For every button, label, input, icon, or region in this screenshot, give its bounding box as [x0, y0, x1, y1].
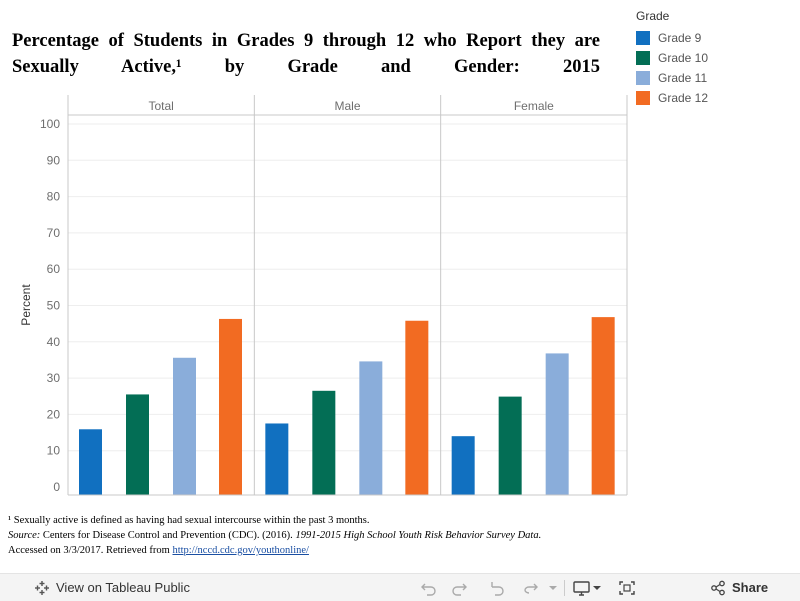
y-tick-label-20: 20: [47, 407, 61, 421]
legend-label-grade-10: Grade 10: [658, 51, 709, 65]
bar-male-grade-10[interactable]: [312, 390, 336, 495]
y-tick-label-100: 100: [40, 117, 60, 131]
panel-header-total: Total: [148, 99, 173, 113]
legend-item-grade-9[interactable]: Grade 9: [636, 28, 708, 48]
view-on-tableau-label: View on Tableau Public: [56, 580, 190, 595]
footnote: ¹ Sexually active is defined as having h…: [8, 515, 370, 526]
legend-item-grade-10[interactable]: Grade 10: [636, 48, 708, 68]
legend-swatch-grade-10: [636, 51, 650, 65]
source-label: Source:: [8, 530, 41, 541]
legend-label-grade-9: Grade 9: [658, 31, 702, 45]
refresh-dropdown-icon[interactable]: [542, 574, 564, 601]
tableau-toolbar: View on Tableau Public: [0, 573, 800, 601]
y-tick-label-50: 50: [47, 299, 61, 313]
bar-male-grade-9[interactable]: [265, 423, 289, 495]
bar-total-grade-9[interactable]: [79, 429, 102, 495]
bar-male-grade-12[interactable]: [405, 320, 429, 495]
accessed-line: Accessed on 3/3/2017. Retrieved from htt…: [8, 543, 608, 558]
y-tick-label-10: 10: [47, 444, 61, 458]
panel-header-male: Male: [334, 99, 360, 113]
source-link[interactable]: http://nccd.cdc.gov/youthonline/: [172, 545, 309, 556]
y-tick-label-40: 40: [47, 335, 61, 349]
legend-label-grade-11: Grade 11: [658, 71, 708, 85]
source-text: Centers for Disease Control and Preventi…: [40, 530, 296, 541]
chart-notes: ¹ Sexually active is defined as having h…: [8, 513, 608, 558]
toolbar-divider: [564, 579, 565, 596]
share-icon: [711, 580, 725, 595]
y-tick-label-80: 80: [47, 190, 61, 204]
y-tick-label-0: 0: [53, 480, 60, 494]
chart-title: Percentage of Students in Grades 9 throu…: [12, 31, 600, 77]
bar-female-grade-11[interactable]: [545, 353, 569, 495]
bar-total-grade-11[interactable]: [173, 357, 196, 495]
legend-item-grade-12[interactable]: Grade 12: [636, 88, 708, 108]
source-title: 1991-2015 High School Youth Risk Behavio…: [295, 530, 542, 541]
y-tick-label-70: 70: [47, 226, 61, 240]
fullscreen-icon[interactable]: [609, 574, 645, 601]
legend-item-grade-11[interactable]: Grade 11: [636, 68, 708, 88]
refresh-icon[interactable]: [518, 574, 542, 601]
legend-label-grade-12: Grade 12: [658, 91, 709, 105]
bar-female-grade-9[interactable]: [451, 436, 475, 495]
bar-female-grade-10[interactable]: [498, 396, 522, 495]
bar-total-grade-12[interactable]: [219, 318, 242, 495]
legend-title: Grade: [636, 9, 670, 23]
legend: Grade Grade 9 Grade 10 Grade 11 Grade 12: [636, 8, 708, 108]
undo-icon[interactable]: [418, 574, 440, 601]
bar-chart: 0 10 20 30 40 50 60 70 80 90 100 Percent Total Male Fe…: [19, 95, 628, 496]
share-button[interactable]: Share: [710, 574, 768, 601]
download-icon[interactable]: [565, 574, 609, 601]
source-line: Source: Centers for Disease Control and …: [8, 528, 608, 543]
y-tick-label-60: 60: [47, 262, 61, 276]
accessed-text: Accessed on 3/3/2017. Retrieved from: [8, 545, 173, 556]
tableau-logo-icon: [35, 580, 49, 595]
toolbar-icon-group: [418, 574, 645, 601]
bar-total-grade-10[interactable]: [126, 394, 149, 495]
legend-swatch-grade-11: [636, 71, 650, 85]
redo-icon[interactable]: [440, 574, 478, 601]
view-on-tableau-button[interactable]: View on Tableau Public: [34, 580, 190, 596]
legend-swatch-grade-9: [636, 31, 650, 45]
share-label: Share: [732, 580, 769, 595]
y-tick-label-30: 30: [47, 371, 61, 385]
y-tick-label-90: 90: [47, 153, 61, 167]
legend-swatch-grade-12: [636, 91, 650, 105]
panel-header-female: Female: [514, 99, 554, 113]
y-axis-title: Percent: [19, 284, 33, 326]
bar-female-grade-12[interactable]: [591, 317, 615, 495]
revert-icon[interactable]: [478, 574, 518, 601]
bar-male-grade-11[interactable]: [359, 361, 383, 495]
